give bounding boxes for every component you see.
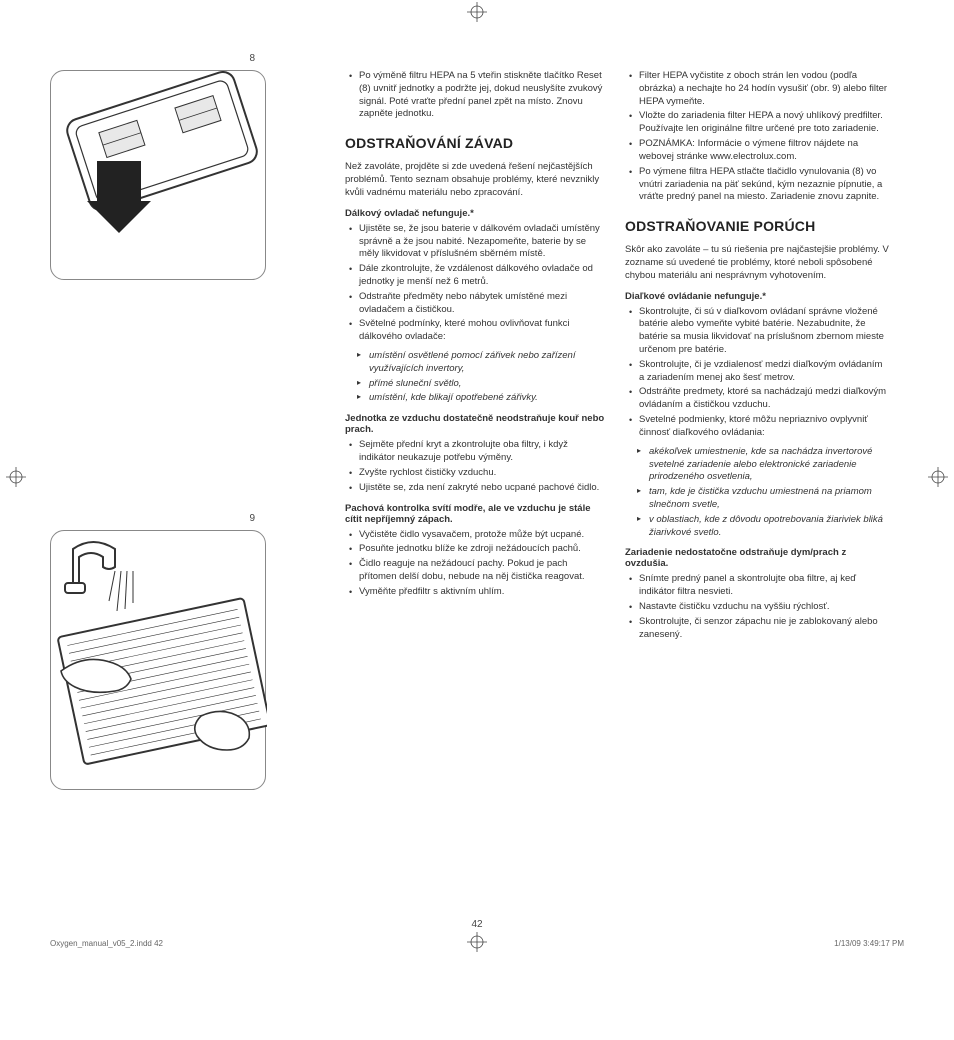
list-item: Čidlo reaguje na nežádoucí pachy. Pokud … xyxy=(345,558,605,584)
crop-mark-top xyxy=(467,2,487,22)
sub-smoke-sk: Zariadenie nedostatočne odstraňuje dym/p… xyxy=(625,547,890,569)
intro-bullets-sk: Filter HEPA vyčistite z oboch strán len … xyxy=(625,70,890,204)
crop-mark-bottom xyxy=(467,932,487,952)
list-item: umístění, kde blikají opotřebené zářivky… xyxy=(355,392,605,405)
list-item: akékoľvek umiestnenie, kde sa nachádza i… xyxy=(635,446,890,484)
list-item: Snímte predný panel a skontrolujte oba f… xyxy=(625,573,890,599)
list-item: Skontrolujte, či senzor zápachu nie je z… xyxy=(625,616,890,642)
list-item: Po výmene filtra HEPA stlačte tlačidlo v… xyxy=(625,166,890,204)
list-item: Vyčistěte čidlo vysavačem, protože může … xyxy=(345,529,605,542)
page-content: 8 9 xyxy=(50,70,904,910)
footer-filename: Oxygen_manual_v05_2.indd 42 xyxy=(50,939,163,948)
sub-remote-sk: Diaľkové ovládanie nefunguje.* xyxy=(625,291,890,302)
list-item: Vyměňte předfiltr s aktivním uhlím. xyxy=(345,586,605,599)
sub1-list-cz: Ujistěte se, že jsou baterie v dálkovém … xyxy=(345,223,605,344)
list-item: v oblastiach, kde z dôvodu opotrebovania… xyxy=(635,514,890,540)
column-czech: Po výměně filtru HEPA na 5 vteřin stiskn… xyxy=(345,70,605,605)
figure-8-number: 8 xyxy=(249,53,255,64)
sub-odor-cz: Pachová kontrolka svítí modře, ale ve vz… xyxy=(345,503,605,525)
sub1-sublist-cz: umístění osvětlené pomocí zářivek nebo z… xyxy=(355,350,605,405)
sub2-list-cz: Sejměte přední kryt a zkontrolujte oba f… xyxy=(345,439,605,494)
list-item: Filter HEPA vyčistite z oboch strán len … xyxy=(625,70,890,108)
sub-smoke-cz: Jednotka ze vzduchu dostatečně neodstraň… xyxy=(345,413,605,435)
list-item: tam, kde je čistička vzduchu umiestnená … xyxy=(635,486,890,512)
list-item: Dále zkontrolujte, že vzdálenost dálkové… xyxy=(345,263,605,289)
figure-column: 8 9 xyxy=(50,70,320,1040)
list-item: Odstráňte predmety, ktoré sa nachádzajú … xyxy=(625,386,890,412)
intro-item: Po výměně filtru HEPA na 5 vteřin stiskn… xyxy=(345,70,605,121)
heading-troubleshooting-sk: ODSTRAŇOVANIE PORÚCH xyxy=(625,218,890,234)
list-item: Ujistěte se, zda není zakryté nebo ucpan… xyxy=(345,482,605,495)
list-item: Skontrolujte, či je vzdialenosť medzi di… xyxy=(625,359,890,385)
sub1-sublist-sk: akékoľvek umiestnenie, kde sa nachádza i… xyxy=(635,446,890,540)
list-item: Svetelné podmienky, ktoré môžu nepriazni… xyxy=(625,414,890,440)
sub3-list-cz: Vyčistěte čidlo vysavačem, protože může … xyxy=(345,529,605,599)
list-item: Posuňte jednotku blíže ke zdroji nežádou… xyxy=(345,543,605,556)
figure-9: 9 xyxy=(50,530,266,790)
list-item: Skontrolujte, či sú v diaľkovom ovládaní… xyxy=(625,306,890,357)
figure-8: 8 xyxy=(50,70,266,280)
intro-para-sk: Skôr ako zavoláte – tu sú riešenia pre n… xyxy=(625,244,890,282)
list-item: Nastavte čističku vzduchu na vyššiu rých… xyxy=(625,601,890,614)
page-number: 42 xyxy=(471,919,482,930)
list-item: Vložte do zariadenia filter HEPA a nový … xyxy=(625,110,890,136)
list-item: umístění osvětlené pomocí zářivek nebo z… xyxy=(355,350,605,376)
intro-para-cz: Než zavoláte, projděte si zde uvedená ře… xyxy=(345,161,605,199)
list-item: Světelné podmínky, které mohou ovlivňova… xyxy=(345,318,605,344)
list-item: Zvyšte rychlost čističky vzduchu. xyxy=(345,467,605,480)
intro-bullets-cz: Po výměně filtru HEPA na 5 vteřin stiskn… xyxy=(345,70,605,121)
column-slovak: Filter HEPA vyčistite z oboch strán len … xyxy=(625,70,890,647)
list-item: POZNÁMKA: Informácie o výmene filtrov ná… xyxy=(625,138,890,164)
heading-troubleshooting-cz: ODSTRAŇOVÁNÍ ZÁVAD xyxy=(345,135,605,151)
list-item: Sejměte přední kryt a zkontrolujte oba f… xyxy=(345,439,605,465)
list-item: Odstraňte předměty nebo nábytek umístěné… xyxy=(345,291,605,317)
crop-mark-right xyxy=(928,467,948,487)
figure-9-number: 9 xyxy=(249,513,255,524)
sub1-list-sk: Skontrolujte, či sú v diaľkovom ovládaní… xyxy=(625,306,890,440)
footer-timestamp: 1/13/09 3:49:17 PM xyxy=(834,939,904,948)
list-item: Ujistěte se, že jsou baterie v dálkovém … xyxy=(345,223,605,261)
sub-remote-cz: Dálkový ovladač nefunguje.* xyxy=(345,208,605,219)
crop-mark-left xyxy=(6,467,26,487)
list-item: přímé sluneční světlo, xyxy=(355,378,605,391)
sub2-list-sk: Snímte predný panel a skontrolujte oba f… xyxy=(625,573,890,641)
